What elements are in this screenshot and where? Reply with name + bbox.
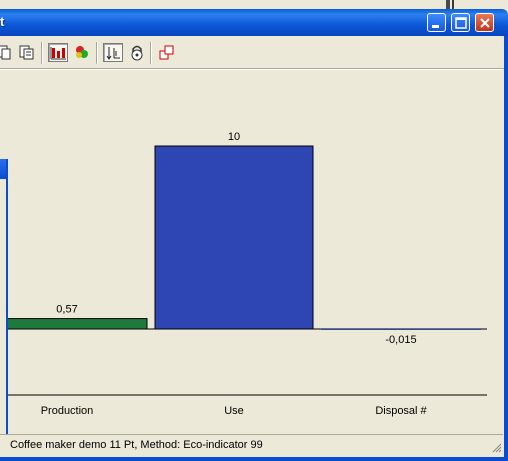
close-icon: [480, 18, 490, 28]
bar-chart: 0,57 10 -0,015 Production Use Disposal #: [0, 131, 487, 417]
status-text: Coffee maker demo 11 Pt, Method: Eco-ind…: [10, 439, 263, 451]
bar-use[interactable]: [154, 145, 314, 330]
bar-disposal[interactable]: [321, 329, 481, 330]
close-button[interactable]: [475, 13, 494, 32]
bar-production[interactable]: [0, 318, 148, 330]
sort-button[interactable]: [103, 43, 123, 62]
background-window-shadow: [446, 0, 450, 9]
title-bar[interactable]: t: [0, 9, 508, 36]
window-border-bottom: [0, 457, 508, 461]
chart-view-icon: [50, 47, 66, 60]
new-window-icon: [159, 45, 174, 60]
maximize-button[interactable]: [451, 13, 470, 32]
secondary-window-edge: [0, 159, 8, 434]
chart-window: t: [0, 9, 508, 461]
chart-area: 0,57 10 -0,015 Production Use Disposal #: [0, 69, 503, 436]
window-border-right: [504, 36, 508, 461]
colors-icon: [76, 46, 88, 58]
minimize-button[interactable]: [427, 13, 446, 32]
category-label: Use: [224, 405, 244, 417]
secondary-window-titlebar: [0, 159, 6, 179]
minimize-icon: [432, 25, 439, 28]
bar-value-label: 10: [228, 131, 240, 143]
copy-chart-button[interactable]: [0, 43, 14, 62]
toolbar-separator: [150, 42, 152, 64]
secondary-window-border: [6, 159, 8, 434]
copy-chart-icon: [0, 45, 11, 60]
colors-button[interactable]: [72, 43, 92, 62]
toolbar: [0, 36, 504, 69]
window-title: t: [0, 14, 5, 29]
bar-value-label: -0,015: [385, 334, 416, 346]
lock-scale-icon: [131, 45, 143, 61]
status-bar: Coffee maker demo 11 Pt, Method: Eco-ind…: [0, 434, 503, 457]
lock-scale-button[interactable]: [127, 43, 147, 62]
toolbar-separator: [96, 42, 98, 64]
maximize-icon: [455, 17, 467, 29]
chart-view-button[interactable]: [48, 43, 68, 62]
copy-data-button[interactable]: [17, 43, 37, 62]
bar-value-label: 0,57: [56, 304, 77, 316]
resize-grip-icon[interactable]: [492, 443, 502, 453]
category-label: Disposal #: [375, 405, 427, 417]
toolbar-separator: [41, 42, 43, 64]
copy-data-icon: [19, 45, 34, 60]
category-label: Production: [41, 405, 94, 417]
sort-icon: [106, 47, 120, 60]
new-window-button[interactable]: [157, 43, 177, 62]
